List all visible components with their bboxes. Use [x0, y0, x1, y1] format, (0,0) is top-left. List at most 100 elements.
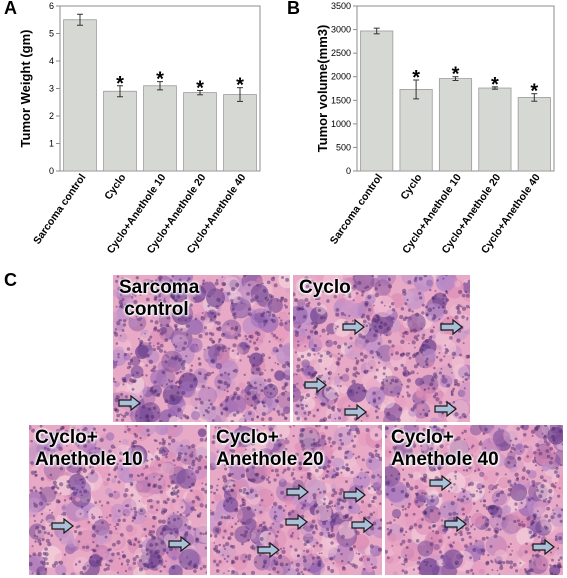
nucleus	[558, 536, 563, 541]
nucleus	[145, 552, 149, 556]
significance-mark: *	[236, 75, 244, 97]
tissue-cell	[256, 277, 263, 284]
nucleus	[522, 468, 526, 472]
nucleus	[397, 472, 401, 476]
nucleus	[115, 527, 118, 530]
nucleus	[177, 318, 180, 321]
nucleus	[177, 357, 182, 363]
nucleus	[134, 513, 137, 517]
nucleus	[408, 356, 412, 360]
nucleus	[412, 443, 417, 448]
histology-tile-cyclo-anethole-20: Cyclo+ Anethole 20	[210, 425, 382, 575]
nucleus	[363, 323, 365, 326]
nucleus	[133, 299, 138, 305]
nucleus	[234, 325, 239, 330]
nucleus	[224, 467, 228, 471]
nucleus	[317, 488, 320, 491]
nucleus	[442, 277, 445, 280]
nucleus	[527, 498, 531, 502]
tissue-cell	[360, 554, 369, 563]
nucleus	[66, 484, 71, 489]
nucleus	[227, 537, 230, 540]
nucleus	[418, 276, 423, 281]
nucleus	[382, 378, 385, 381]
nucleus	[317, 374, 322, 379]
nucleus	[425, 357, 429, 361]
nucleus	[405, 530, 408, 534]
nucleus	[367, 308, 372, 312]
tissue-cell	[291, 497, 300, 506]
nucleus	[405, 546, 409, 550]
nucleus	[211, 501, 214, 504]
nucleus	[463, 495, 466, 498]
nucleus	[550, 515, 555, 520]
tissue-cell	[186, 489, 204, 508]
nucleus	[166, 551, 169, 554]
arrow-marker	[118, 394, 141, 412]
nucleus	[148, 341, 152, 345]
nucleus	[318, 466, 322, 470]
tissue-cell	[483, 475, 489, 481]
nucleus	[281, 450, 286, 455]
nucleus	[156, 447, 159, 450]
nucleus	[206, 410, 210, 414]
nucleus	[340, 354, 344, 358]
nucleus	[423, 388, 427, 391]
nucleus	[388, 450, 392, 454]
nucleus	[289, 545, 293, 548]
nucleus	[316, 441, 319, 444]
nucleus	[127, 361, 132, 366]
nucleus	[250, 417, 255, 422]
nucleus	[313, 344, 317, 348]
tissue-cell	[328, 399, 335, 406]
nucleus	[282, 509, 286, 512]
nucleus	[538, 530, 541, 533]
nucleus	[139, 509, 143, 513]
nucleus	[540, 484, 545, 489]
nucleus	[77, 444, 80, 447]
nucleus	[338, 416, 342, 420]
nucleus	[273, 457, 278, 462]
nucleus	[293, 384, 297, 388]
nucleus	[324, 474, 329, 479]
nucleus	[179, 310, 182, 313]
nucleus	[322, 520, 327, 526]
nucleus	[335, 307, 340, 312]
nucleus	[124, 411, 129, 416]
nucleus	[95, 431, 98, 434]
nucleus	[464, 378, 468, 381]
nucleus	[329, 444, 333, 448]
nucleus	[291, 531, 295, 535]
tissue-cell	[375, 366, 393, 384]
nucleus	[136, 449, 141, 454]
tissue-cell	[259, 357, 265, 363]
nucleus	[217, 426, 222, 430]
nucleus	[422, 473, 428, 478]
tissue-cell	[247, 454, 254, 461]
nucleus	[281, 391, 286, 396]
nucleus	[438, 371, 442, 375]
nucleus	[263, 324, 266, 327]
nucleus	[400, 339, 405, 344]
tissue-cell	[403, 425, 419, 437]
nucleus	[458, 289, 463, 295]
nucleus	[400, 352, 405, 358]
tissue-cell	[166, 425, 180, 437]
nucleus	[248, 307, 252, 311]
tissue-cell	[196, 446, 207, 458]
nucleus	[351, 379, 356, 384]
nucleus	[161, 370, 166, 375]
nucleus	[273, 511, 277, 514]
nucleus	[133, 517, 136, 520]
nucleus	[295, 568, 300, 572]
nucleus	[560, 508, 563, 512]
category-label: Sarcoma control	[328, 172, 385, 247]
nucleus	[513, 519, 517, 524]
nucleus	[429, 288, 432, 292]
tissue-cell	[455, 458, 474, 477]
nucleus	[479, 490, 483, 494]
nucleus	[390, 378, 395, 383]
nucleus	[315, 468, 319, 473]
nucleus	[499, 565, 504, 571]
nucleus	[170, 385, 174, 389]
